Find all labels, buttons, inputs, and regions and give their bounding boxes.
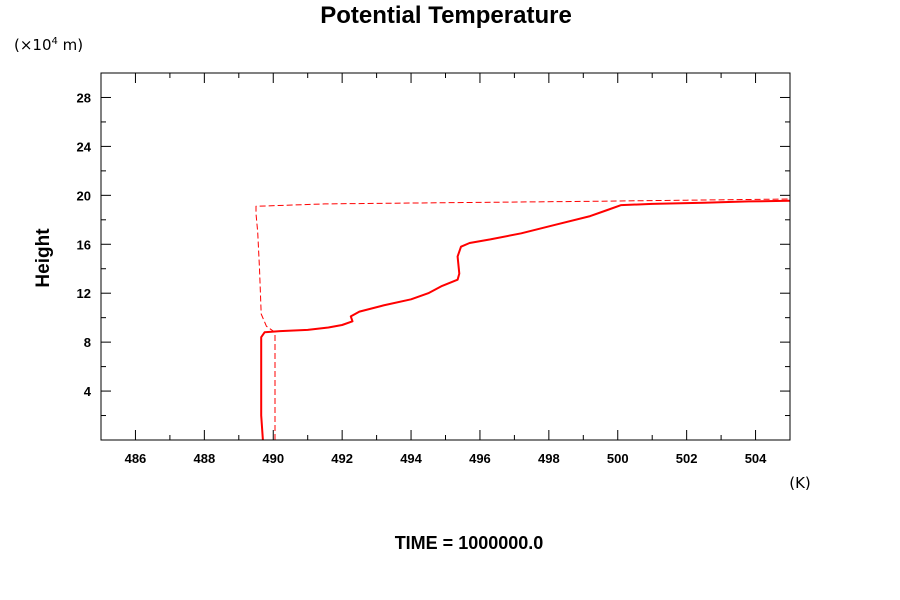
x-unit-label: (K) [789,474,811,492]
dashed-series-line [255,198,791,440]
y-unit-suffix: m) [58,36,83,54]
x-tick-label: 494 [400,451,422,466]
y-tick-label: 12 [77,286,91,301]
x-tick-label: 488 [193,451,215,466]
x-tick-label: 490 [262,451,284,466]
x-tick-label: 496 [469,451,491,466]
y-tick-label: 16 [77,237,91,252]
y-tick-label: 28 [77,90,91,105]
y-tick-label: 4 [84,384,92,399]
chart-title: Potential Temperature [320,2,572,29]
time-label: TIME = 1000000.0 [395,533,544,553]
series-layer [255,198,791,441]
y-unit-exponent: 4 [52,36,58,47]
plot-frame [100,72,791,441]
y-unit-prefix: (×10 [14,36,52,54]
x-tick-label: 492 [331,451,353,466]
y-axis-ticks: 4 8 12 16 20 24 28 [77,72,790,417]
x-tick-label: 498 [538,451,560,466]
solid-series-line [260,199,791,441]
x-axis-ticks: 486 488 490 492 494 496 498 500 502 504 [100,73,791,466]
y-tick-label: 24 [77,139,92,154]
y-tick-label: 20 [77,188,91,203]
y-unit-label: (×104 m) [14,36,83,54]
x-tick-label: 486 [125,451,147,466]
x-tick-label: 500 [607,451,629,466]
y-tick-label: 8 [84,335,91,350]
x-tick-label: 504 [745,451,767,466]
y-axis-label: Height [33,228,54,288]
x-tick-label: 502 [676,451,698,466]
